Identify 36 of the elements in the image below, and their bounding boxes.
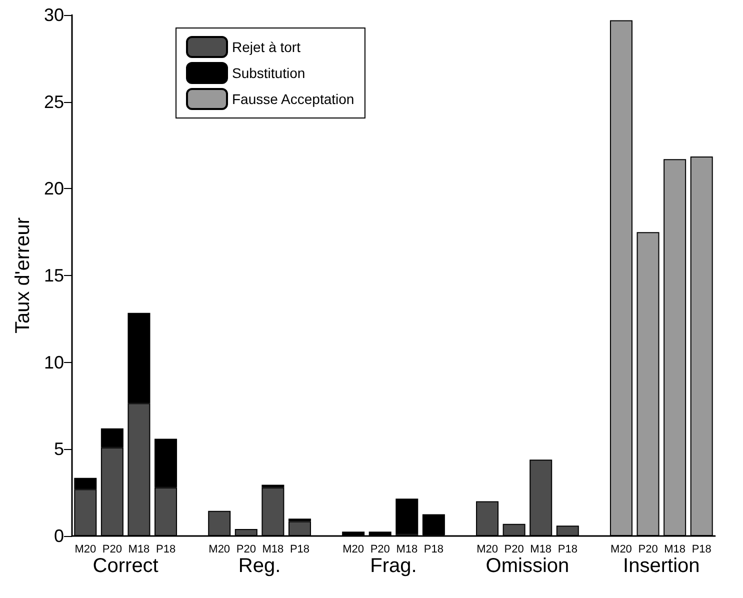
x-tick-label: P18 — [692, 544, 712, 556]
text: Correct — [92, 555, 159, 577]
x-tick-label: M18 — [664, 544, 686, 556]
x-tick-label: M20 — [208, 544, 230, 556]
y-tick-label: 20 — [44, 178, 64, 199]
x-tick-label: P18 — [424, 544, 444, 556]
y-axis-title: Taux d'erreur — [12, 217, 34, 334]
x-tick-label: P18 — [156, 544, 176, 556]
y-tick-label: 25 — [44, 92, 64, 112]
legend-label: Rejet à tort — [232, 39, 301, 55]
x-tick-label: M20 — [342, 544, 364, 556]
text: Reg. — [238, 555, 281, 577]
y-tick-label: 10 — [44, 352, 64, 372]
x-tick-label: M18 — [396, 544, 418, 556]
x-tick-label: M20 — [74, 544, 96, 556]
y-tick-label: 30 — [44, 5, 64, 25]
x-tick-label: M18 — [530, 544, 552, 556]
x-tick-label: P20 — [638, 544, 658, 556]
text: Frag. — [370, 555, 417, 577]
x-tick-label: P20 — [102, 544, 122, 556]
x-tick-label: P20 — [236, 544, 256, 556]
x-tick-label: M18 — [128, 544, 150, 556]
legend-label: Substitution — [232, 65, 306, 81]
y-tick-label: 0 — [54, 526, 64, 546]
x-tick-label: P20 — [504, 544, 524, 556]
x-tick-label: P18 — [290, 544, 310, 556]
y-tick-label: 15 — [44, 266, 64, 286]
y-tick-label: 5 — [54, 439, 64, 460]
x-tick-label: M18 — [262, 544, 284, 556]
x-tick-label: P20 — [370, 544, 390, 556]
x-tick-label: P18 — [558, 544, 578, 556]
x-tick-label: M20 — [476, 544, 498, 556]
text: Insertion — [623, 555, 700, 577]
legend-label: Fausse Acceptation — [232, 91, 354, 107]
text: Omission — [486, 555, 570, 577]
x-tick-label: M20 — [610, 544, 632, 556]
